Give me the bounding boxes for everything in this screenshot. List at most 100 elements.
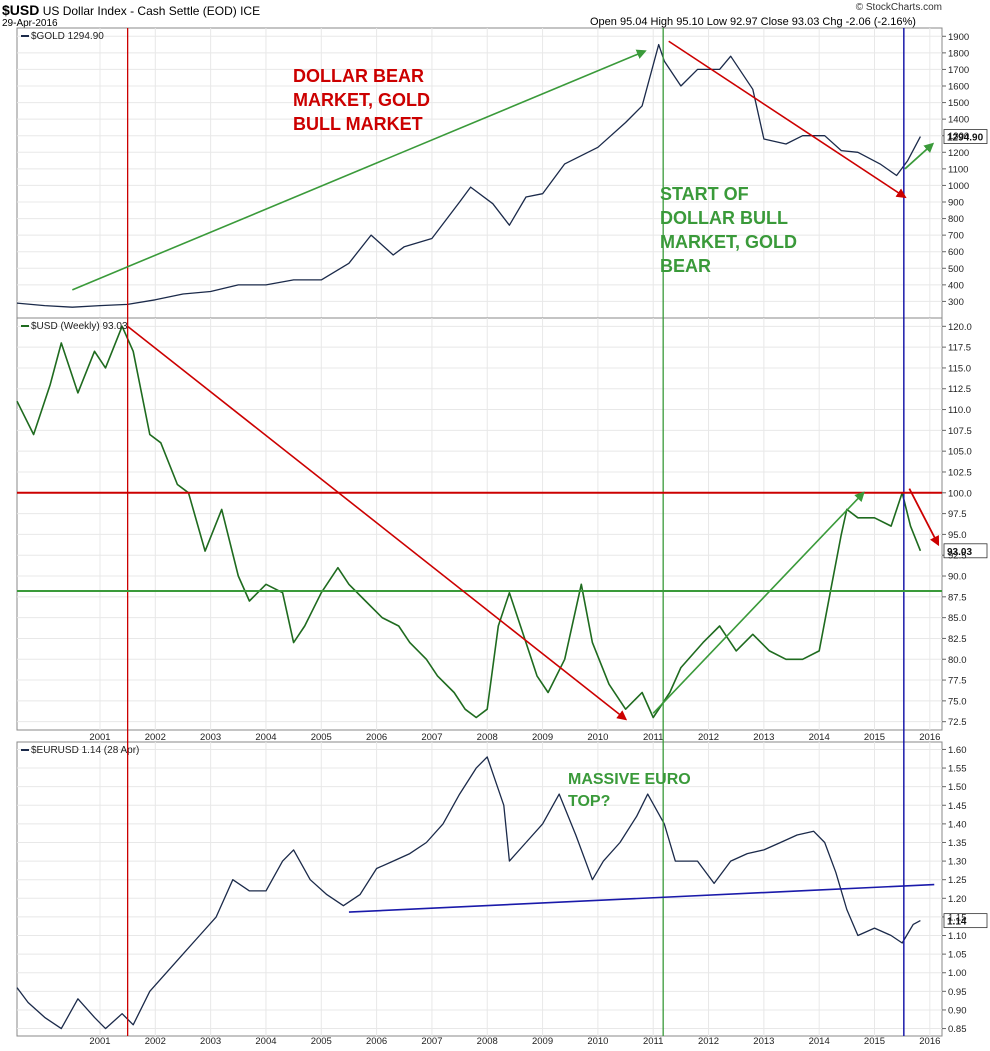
y-tick-label: 1600 bbox=[948, 82, 969, 93]
x-tick-label: 2009 bbox=[532, 1036, 553, 1047]
x-tick-label: 2009 bbox=[532, 732, 553, 743]
y-tick-label: 1.15 bbox=[948, 912, 967, 923]
y-tick-label: 1.55 bbox=[948, 764, 967, 775]
y-tick-label: 1.45 bbox=[948, 801, 967, 812]
y-tick-label: 115.0 bbox=[948, 363, 971, 374]
chart-date: 29-Apr-2016 bbox=[2, 18, 58, 29]
last-value-label: 1.14 bbox=[947, 917, 967, 928]
y-tick-label: 1.25 bbox=[948, 875, 967, 886]
annotation-line: MARKET, GOLD bbox=[660, 232, 797, 252]
x-tick-label: 2001 bbox=[89, 1036, 110, 1047]
y-tick-label: 400 bbox=[948, 280, 964, 291]
x-tick-label: 2006 bbox=[366, 732, 387, 743]
stockcharts-logo: © StockCharts.com bbox=[855, 2, 942, 13]
x-tick-label: 2007 bbox=[421, 732, 442, 743]
y-tick-label: 1.20 bbox=[948, 894, 967, 905]
y-tick-label: 120.0 bbox=[948, 322, 972, 333]
trend-arrow-gold-down bbox=[668, 40, 907, 199]
trend-arrow-usd-recent bbox=[908, 488, 940, 547]
y-tick-label: 1500 bbox=[948, 98, 969, 109]
x-tick-label: 2008 bbox=[477, 1036, 498, 1047]
y-tick-label: 90.0 bbox=[948, 572, 967, 583]
panel-title: $GOLD 1294.90 bbox=[31, 31, 104, 42]
y-tick-label: 75.0 bbox=[948, 696, 967, 707]
y-tick-label: 1.30 bbox=[948, 857, 967, 868]
annotation-line: MASSIVE EURO bbox=[568, 771, 691, 788]
y-tick-label: 97.5 bbox=[948, 509, 967, 520]
annotation-line: DOLLAR BEAR bbox=[293, 66, 424, 86]
x-tick-label: 2016 bbox=[919, 732, 940, 743]
y-tick-label: 800 bbox=[948, 214, 964, 225]
panel-title: $EURUSD 1.14 (28 Apr) bbox=[31, 745, 139, 756]
series-line bbox=[16, 756, 921, 1030]
y-tick-label: 82.5 bbox=[948, 634, 967, 645]
y-tick-label: 85.0 bbox=[948, 613, 967, 624]
y-tick-label: 700 bbox=[948, 231, 964, 242]
last-value-tag bbox=[943, 913, 988, 929]
ohlc-readout: Open 95.04 High 95.10 Low 92.97 Close 93… bbox=[590, 16, 916, 28]
x-tick-label: 2002 bbox=[145, 732, 166, 743]
instrument-name: US Dollar Index - Cash Settle (EOD) ICE bbox=[42, 4, 261, 18]
panel-3 bbox=[16, 741, 988, 1037]
x-tick-label: 2012 bbox=[698, 732, 719, 743]
y-tick-label: 1100 bbox=[948, 164, 968, 175]
x-tick-label: 2005 bbox=[311, 1036, 332, 1047]
trend-arrow-gold-recent bbox=[904, 142, 935, 170]
x-tick-label: 2015 bbox=[864, 1036, 885, 1047]
last-value-label: 1294.90 bbox=[947, 133, 984, 144]
x-tick-label: 2006 bbox=[366, 1036, 387, 1047]
x-tick-label: 2003 bbox=[200, 1036, 221, 1047]
y-tick-label: 1200 bbox=[948, 148, 969, 159]
y-tick-label: 92.5 bbox=[948, 551, 967, 562]
y-tick-label: 1900 bbox=[948, 32, 969, 43]
y-tick-label: 110.0 bbox=[948, 405, 971, 416]
x-tick-label: 2010 bbox=[587, 732, 608, 743]
y-tick-label: 1.35 bbox=[948, 838, 967, 849]
annotation-line: START OF bbox=[660, 184, 749, 204]
y-tick-label: 1.10 bbox=[948, 931, 967, 942]
y-tick-label: 0.95 bbox=[948, 987, 967, 998]
y-tick-label: 105.0 bbox=[948, 447, 972, 458]
annotation-dollar-bull: START OF DOLLAR BULL MARKET, GOLD BEAR bbox=[660, 184, 797, 276]
series-line bbox=[16, 325, 922, 719]
x-tick-label: 2012 bbox=[698, 1036, 719, 1047]
y-tick-label: 107.5 bbox=[948, 426, 972, 437]
x-tick-label: 2007 bbox=[421, 1036, 442, 1047]
y-tick-label: 0.85 bbox=[948, 1024, 967, 1035]
y-tick-label: 1.00 bbox=[948, 968, 967, 979]
y-tick-label: 900 bbox=[948, 198, 964, 209]
last-value-tag bbox=[943, 129, 988, 144]
y-tick-label: 1300 bbox=[948, 131, 969, 142]
y-tick-label: 600 bbox=[948, 247, 964, 258]
last-value-tag bbox=[943, 543, 988, 559]
x-tick-label: 2016 bbox=[919, 1036, 940, 1047]
x-tick-label: 2004 bbox=[255, 1036, 276, 1047]
y-tick-label: 1.60 bbox=[948, 745, 967, 756]
annotation-line: BULL MARKET bbox=[293, 114, 423, 134]
y-tick-label: 1.50 bbox=[948, 782, 967, 793]
trend-arrow-usd-down bbox=[127, 325, 628, 721]
x-tick-label: 2013 bbox=[753, 732, 774, 743]
chart-title: $USD US Dollar Index - Cash Settle (EOD)… bbox=[2, 2, 260, 18]
x-tick-label: 2011 bbox=[643, 732, 663, 743]
annotation-line: DOLLAR BULL bbox=[660, 208, 788, 228]
y-tick-label: 95.0 bbox=[948, 530, 967, 541]
trend-arrow-usd-up bbox=[652, 491, 865, 714]
y-tick-label: 1.40 bbox=[948, 819, 967, 830]
y-tick-label: 1800 bbox=[948, 48, 969, 59]
y-tick-label: 112.5 bbox=[948, 384, 971, 395]
x-tick-label: 2013 bbox=[753, 1036, 774, 1047]
panel-2 bbox=[16, 317, 988, 731]
symbol: $USD bbox=[2, 2, 40, 18]
annotation-line: MARKET, GOLD bbox=[293, 90, 430, 110]
annotation-dollar-bear: DOLLAR BEAR MARKET, GOLD BULL MARKET bbox=[293, 66, 430, 134]
last-value-label: 93.03 bbox=[947, 547, 972, 558]
x-tick-label: 2005 bbox=[311, 732, 332, 743]
x-tick-label: 2015 bbox=[864, 732, 885, 743]
y-tick-label: 1000 bbox=[948, 181, 969, 192]
panel-frame bbox=[16, 27, 943, 319]
panel-frame bbox=[16, 741, 943, 1037]
x-tick-label: 2008 bbox=[477, 732, 498, 743]
y-tick-label: 102.5 bbox=[948, 467, 972, 478]
